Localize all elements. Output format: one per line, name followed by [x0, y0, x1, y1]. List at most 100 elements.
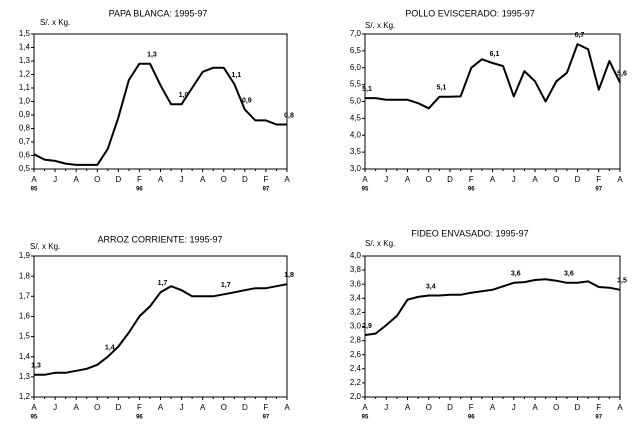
x-tick-label: D	[447, 403, 453, 412]
value-label: 6,1	[490, 51, 500, 58]
y-tick-label: 2,6	[350, 350, 362, 359]
x-tick-label: F	[137, 175, 142, 184]
y-tick-label: 1,8	[19, 271, 31, 280]
x-tick-label: O	[553, 403, 559, 412]
x-tick-label: A	[31, 175, 37, 184]
data-line	[33, 62, 287, 166]
value-label: 1,7	[221, 282, 231, 289]
x-sublabel: 96	[468, 187, 475, 193]
x-tick-label: J	[384, 175, 388, 184]
x-tick-label: A	[617, 175, 623, 184]
x-tick-label: O	[94, 175, 100, 184]
x-tick-label: F	[469, 403, 474, 412]
x-tick-label: D	[242, 403, 248, 412]
x-tick-label: F	[263, 403, 268, 412]
x-tick-label: A	[284, 403, 290, 412]
y-tick-label: 3,6	[350, 279, 362, 288]
y-axis-label: S/. x Kg.	[30, 242, 60, 251]
x-tick-label: A	[362, 175, 368, 184]
x-tick-label: F	[469, 175, 474, 184]
x-tick-label: J	[53, 403, 57, 412]
x-tick-label: D	[242, 175, 248, 184]
value-label: 0,9	[242, 97, 252, 104]
value-label: 0,8	[284, 112, 294, 119]
y-axis-label: S/. x Kg.	[365, 239, 395, 248]
data-line	[365, 43, 621, 110]
value-label: 1,4	[105, 345, 115, 352]
y-tick-label: 1,3	[19, 56, 31, 65]
x-tick-label: F	[596, 403, 601, 412]
y-tick-label: 6,0	[350, 63, 362, 72]
y-axis-label: S/. x Kg.	[40, 18, 70, 27]
x-tick-label: D	[115, 175, 121, 184]
y-tick-label: 7,0	[350, 29, 362, 38]
chart-title: ARROZ CORRIENTE: 1995-97	[97, 234, 222, 244]
value-label: 3,5	[617, 278, 627, 285]
y-tick-label: 3,0	[350, 164, 362, 173]
x-sublabel: 96	[136, 415, 143, 421]
y-tick-label: 5,0	[350, 97, 362, 106]
x-tick-label: J	[512, 403, 516, 412]
y-tick-label: 1,1	[19, 83, 31, 92]
value-label: 1,3	[147, 52, 157, 59]
plot-frame	[33, 255, 288, 398]
x-tick-label: A	[532, 175, 538, 184]
x-tick-label: O	[426, 403, 432, 412]
y-tick-label: 2,4	[350, 364, 362, 373]
value-label: 1,0	[179, 92, 189, 99]
x-tick-label: A	[617, 403, 623, 412]
x-tick-label: A	[158, 403, 164, 412]
x-sublabel: 95	[31, 187, 38, 193]
x-tick-label: J	[53, 175, 57, 184]
y-tick-label: 2,0	[350, 392, 362, 401]
value-label: 1,8	[284, 272, 294, 279]
y-tick-label: 1,7	[19, 291, 31, 300]
value-label: 5,6	[617, 70, 627, 77]
y-tick-label: 3,8	[350, 265, 362, 274]
chart-title: FIDEO ENVASADO: 1995-97	[411, 228, 528, 238]
x-tick-label: A	[362, 403, 368, 412]
value-label: 3,4	[426, 283, 436, 290]
y-tick-label: 1,4	[19, 352, 31, 361]
value-label: 3,6	[511, 271, 521, 278]
x-tick-label: A	[31, 403, 37, 412]
y-tick-label: 3,4	[350, 293, 362, 302]
x-tick-label: F	[137, 403, 142, 412]
y-tick-label: 1,2	[19, 392, 31, 401]
x-tick-label: A	[405, 403, 411, 412]
x-sublabel: 95	[362, 415, 369, 421]
y-tick-label: 4,0	[350, 251, 362, 260]
y-axis-label: S/. x Kg.	[365, 21, 395, 30]
x-tick-label: A	[490, 403, 496, 412]
value-label: 5,1	[362, 86, 372, 93]
x-tick-label: O	[221, 175, 227, 184]
x-sublabel: 96	[468, 415, 475, 421]
x-sublabel: 97	[263, 187, 270, 193]
y-tick-label: 1,0	[19, 97, 31, 106]
x-tick-label: A	[490, 175, 496, 184]
y-tick-label: 1,3	[19, 372, 31, 381]
y-tick-label: 0,9	[19, 110, 31, 119]
value-label: 5,1	[437, 85, 447, 92]
x-tick-label: A	[73, 175, 79, 184]
y-tick-label: 0,8	[19, 124, 31, 133]
x-sublabel: 95	[362, 187, 369, 193]
y-tick-label: 2,8	[350, 336, 362, 345]
value-label: 6,7	[575, 32, 585, 39]
y-tick-label: 6,5	[350, 46, 362, 55]
y-tick-label: 0,7	[19, 137, 31, 146]
y-tick-label: 1,5	[19, 29, 31, 38]
y-tick-label: 1,4	[19, 43, 31, 52]
x-tick-label: F	[263, 175, 268, 184]
value-label: 2,9	[362, 323, 372, 330]
chart-title: PAPA BLANCA: 1995-97	[109, 8, 208, 18]
y-tick-label: 1,5	[19, 332, 31, 341]
y-tick-label: 0,6	[19, 151, 31, 160]
x-sublabel: 97	[595, 187, 602, 193]
x-tick-label: O	[221, 403, 227, 412]
x-sublabel: 97	[595, 415, 602, 421]
y-tick-label: 4,5	[350, 113, 362, 122]
x-tick-label: D	[115, 403, 121, 412]
x-tick-label: A	[200, 403, 206, 412]
